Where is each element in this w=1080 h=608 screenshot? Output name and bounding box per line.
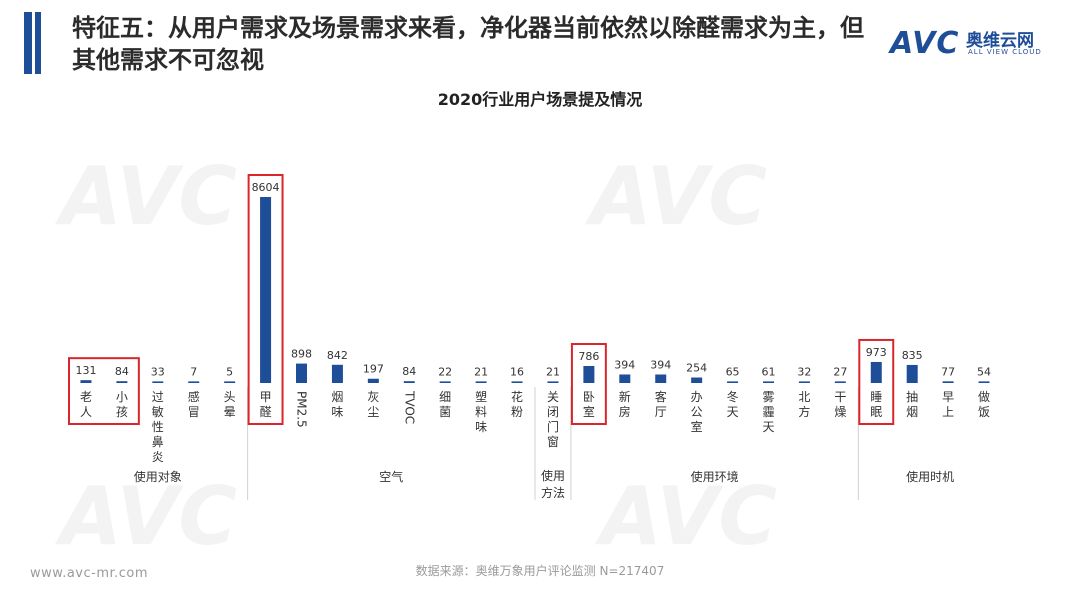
data-label: 835 [902,349,923,362]
data-label: 54 [977,365,991,378]
x-tick-label: 抽烟 [906,390,918,419]
data-label: 33 [151,365,165,378]
avc-logo: AVC 奥维云网 ALL VIEW CLOUD [890,26,1060,66]
logo-cn: 奥维云网 [966,31,1034,51]
x-tick-label: 塑料味 [475,389,487,434]
data-label: 131 [75,364,96,377]
x-tick-label: 灰尘 [367,390,379,419]
x-tick-label: 头晕 [224,390,236,419]
bar [691,377,703,383]
footer-source: 数据来源：奥维万象用户评论监测 N=217407 [415,564,665,578]
bar [188,381,200,383]
bar [80,380,92,383]
bar [834,381,846,383]
data-label: 21 [546,365,560,378]
bar [978,381,990,383]
accent-bar-left [24,12,32,74]
x-tick-label: 客厅 [655,389,667,419]
bar [547,381,559,383]
data-label: 16 [510,365,524,378]
x-tick-label: 干燥 [834,390,846,419]
data-label: 7 [190,365,197,378]
x-tick-label: 雾霾天 [762,390,774,434]
data-label: 22 [438,365,452,378]
x-tick-label: 过敏性鼻炎 [152,390,164,464]
bar [475,381,487,383]
data-label: 786 [578,350,599,363]
x-tick-label: 小孩 [116,390,128,419]
bar [619,374,631,383]
data-label: 5 [226,365,233,378]
bar [367,378,379,383]
data-label: 842 [327,349,348,362]
highlight-box [68,357,140,425]
x-tick-label: 办公室 [691,389,703,434]
bar [655,374,667,383]
data-label: 65 [726,365,740,378]
data-label: 8604 [252,181,280,194]
bar [224,381,236,383]
bar [331,364,343,383]
data-label: 898 [291,348,312,361]
bar [296,363,307,383]
bar [511,381,523,383]
x-tick-label: 花粉 [511,389,523,419]
bar [152,381,164,383]
x-tick-label: 睡眠 [870,390,882,419]
x-tick-label: 冬天 [727,389,739,419]
bar [116,381,128,383]
x-tick-label: 卧室 [583,390,595,419]
bar [906,364,918,383]
data-label: 84 [115,365,129,378]
accent-bar-right [35,12,41,74]
data-label: 32 [797,365,811,378]
bar [403,381,415,383]
x-tick-label: 早上 [942,390,954,419]
bar [260,197,272,383]
logo-en: ALL VIEW CLOUD [968,48,1042,56]
data-label: 27 [833,365,847,378]
x-tick-label: 北方 [798,390,810,419]
bar [727,381,739,383]
group-label: 使用时机 [906,469,954,484]
x-tick-label: 关闭门窗 [547,390,559,449]
logo-mark: AVC [890,26,960,61]
bar [870,361,882,383]
data-label: 394 [650,358,671,371]
x-tick-label: PM2.5 [295,391,309,428]
x-tick-label: TVOC [402,390,416,424]
x-tick-label: 新房 [619,389,631,419]
highlight-box [858,338,895,425]
bar [763,381,774,383]
bar [583,366,595,383]
bar [798,381,810,383]
group-label: 使用方法 [541,468,565,500]
x-tick-label: 感冒 [188,389,200,419]
data-label: 84 [402,365,416,378]
data-label: 61 [762,365,776,378]
group-label: 空气 [379,469,403,484]
data-label: 394 [614,358,635,371]
bar [439,381,451,383]
data-label: 197 [363,363,384,376]
group-label: 使用对象 [134,469,182,484]
footer-url: www.avc-mr.com [30,566,149,581]
highlight-box [247,174,284,425]
x-tick-label: 甲醛 [260,390,272,419]
data-label: 77 [941,365,955,378]
group-label: 使用环境 [691,469,739,484]
data-label: 254 [686,362,707,375]
x-tick-label: 细菌 [439,390,451,419]
data-label: 973 [866,346,887,359]
chart-title: 2020行业用户场景提及情况 [437,90,643,109]
x-tick-label: 老人 [80,390,92,419]
bar [942,381,954,383]
data-label: 21 [474,365,488,378]
x-tick-label: 做饭 [978,389,990,419]
slide-title: 特征五：从用户需求及场景需求来看，净化器当前依然以除醛需求为主，但其他需求不可忽… [72,14,864,74]
highlight-box [570,343,607,425]
x-tick-label: 烟味 [331,390,343,419]
